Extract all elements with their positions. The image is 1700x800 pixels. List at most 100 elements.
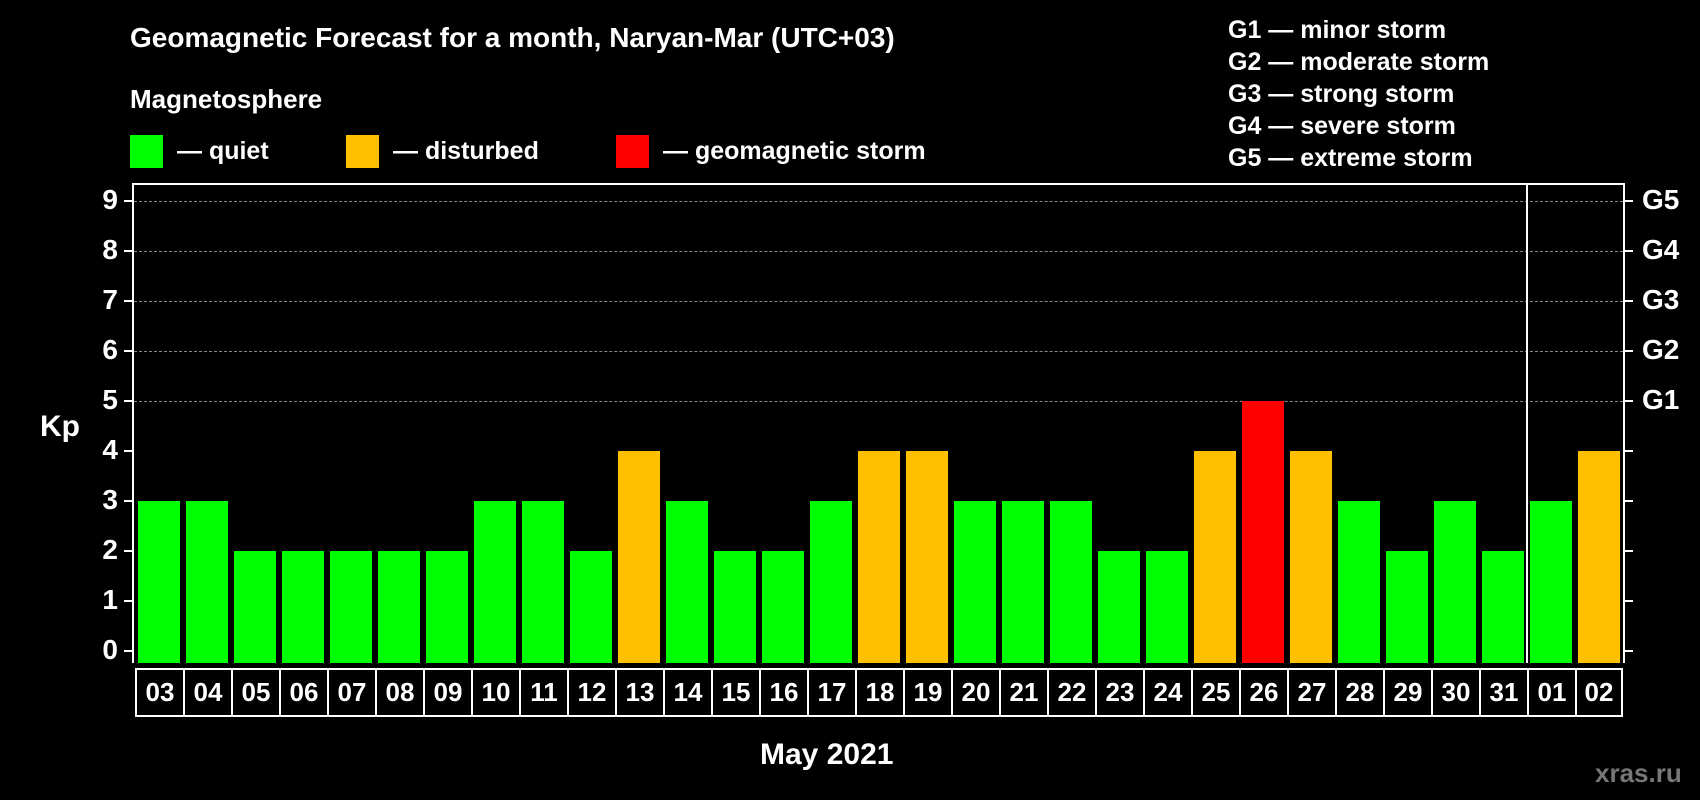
y-tick <box>124 250 132 252</box>
g-level-label: G4 <box>1642 234 1680 265</box>
y-axis-label: Kp <box>40 410 80 443</box>
legend-item: — disturbed <box>346 135 539 168</box>
legend-item: — quiet <box>130 135 269 168</box>
y-tick-right <box>1625 500 1633 502</box>
y-tick-label: 4 <box>102 434 118 465</box>
x-tick-label: 30 <box>1431 668 1479 717</box>
x-tick-label: 20 <box>951 668 999 717</box>
x-tick-label: 27 <box>1287 668 1335 717</box>
kp-bar <box>1578 451 1620 663</box>
x-tick-label: 24 <box>1143 668 1191 717</box>
kp-bar <box>426 551 468 663</box>
x-tick-label: 11 <box>519 668 567 717</box>
x-tick-label: 05 <box>231 668 279 717</box>
kp-bar <box>762 551 804 663</box>
y-tick <box>124 300 132 302</box>
legend-swatch <box>346 135 379 168</box>
y-tick-label: 6 <box>102 334 118 365</box>
x-tick-label: 17 <box>807 668 855 717</box>
x-tick-label: 29 <box>1383 668 1431 717</box>
y-tick-label: 1 <box>102 584 118 615</box>
y-tick-right <box>1625 450 1633 452</box>
kp-bar <box>1098 551 1140 663</box>
kp-bar <box>954 501 996 663</box>
kp-bar <box>330 551 372 663</box>
y-tick <box>124 550 132 552</box>
x-tick-label: 02 <box>1575 668 1623 717</box>
kp-bar <box>666 501 708 663</box>
y-tick-label: 7 <box>102 284 118 315</box>
kp-bar <box>570 551 612 663</box>
y-tick-label: 9 <box>102 184 118 215</box>
kp-bar <box>1146 551 1188 663</box>
g-scale-item: G3 — strong storm <box>1228 80 1455 108</box>
kp-bar <box>1002 501 1044 663</box>
g-scale-legend: G1 — minor storm G2 — moderate storm G3 … <box>1228 14 1489 174</box>
x-tick-label: 06 <box>279 668 327 717</box>
x-tick-label: 12 <box>567 668 615 717</box>
y-tick-right <box>1625 600 1633 602</box>
kp-bar <box>474 501 516 663</box>
legend-item: — geomagnetic storm <box>616 135 926 168</box>
y-tick-label: 2 <box>102 534 118 565</box>
kp-bar <box>906 451 948 663</box>
y-tick-right <box>1625 650 1633 652</box>
x-tick-label: 23 <box>1095 668 1143 717</box>
gridline <box>134 201 1623 202</box>
x-tick-label: 16 <box>759 668 807 717</box>
kp-bar <box>234 551 276 663</box>
x-tick-label: 15 <box>711 668 759 717</box>
y-tick <box>124 450 132 452</box>
y-tick-right <box>1625 300 1633 302</box>
x-tick-label: 22 <box>1047 668 1095 717</box>
kp-bar <box>1194 451 1236 663</box>
watermark: xras.ru <box>1595 758 1682 788</box>
kp-bar <box>810 501 852 663</box>
x-tick-label: 08 <box>375 668 423 717</box>
x-tick-label: 04 <box>183 668 231 717</box>
x-tick-label: 01 <box>1527 668 1575 717</box>
kp-bar <box>1050 501 1092 663</box>
gridline <box>134 301 1623 302</box>
y-tick-label: 0 <box>102 634 118 665</box>
y-tick <box>124 500 132 502</box>
g-level-label: G1 <box>1642 384 1680 415</box>
kp-bar <box>186 501 228 663</box>
gridline <box>134 251 1623 252</box>
legend-swatch <box>616 135 649 168</box>
legend-label: — quiet <box>177 137 269 165</box>
x-tick-label: 13 <box>615 668 663 717</box>
g-scale-item: G1 — minor storm <box>1228 16 1447 44</box>
month-divider <box>1526 183 1528 663</box>
legend-heading: Magnetosphere <box>130 84 323 114</box>
y-tick-label: 8 <box>102 234 118 265</box>
chart-title: Geomagnetic Forecast for a month, Naryan… <box>130 22 895 53</box>
y-tick <box>124 600 132 602</box>
y-tick <box>124 350 132 352</box>
g-level-label: G3 <box>1642 284 1680 315</box>
x-tick-label: 09 <box>423 668 471 717</box>
x-tick-label: 31 <box>1479 668 1527 717</box>
y-tick-right <box>1625 350 1633 352</box>
y-tick-label: 3 <box>102 484 118 515</box>
kp-bar <box>714 551 756 663</box>
kp-bar <box>1434 501 1476 663</box>
kp-bar <box>378 551 420 663</box>
kp-bar <box>522 501 564 663</box>
x-tick-label: 19 <box>903 668 951 717</box>
plot-frame <box>132 183 1625 663</box>
kp-bar <box>618 451 660 663</box>
gridline <box>134 401 1623 402</box>
g-scale-item: G2 — moderate storm <box>1228 48 1490 76</box>
kp-bar <box>282 551 324 663</box>
x-tick-label: 03 <box>135 668 183 717</box>
x-tick-label: 14 <box>663 668 711 717</box>
gridline <box>134 351 1623 352</box>
y-tick <box>124 200 132 202</box>
legend-label: — geomagnetic storm <box>663 137 926 165</box>
legend-label: — disturbed <box>393 137 539 165</box>
y-tick-right <box>1625 250 1633 252</box>
x-tick-label: 18 <box>855 668 903 717</box>
kp-bar <box>1482 551 1524 663</box>
y-tick-label: 5 <box>102 384 118 415</box>
